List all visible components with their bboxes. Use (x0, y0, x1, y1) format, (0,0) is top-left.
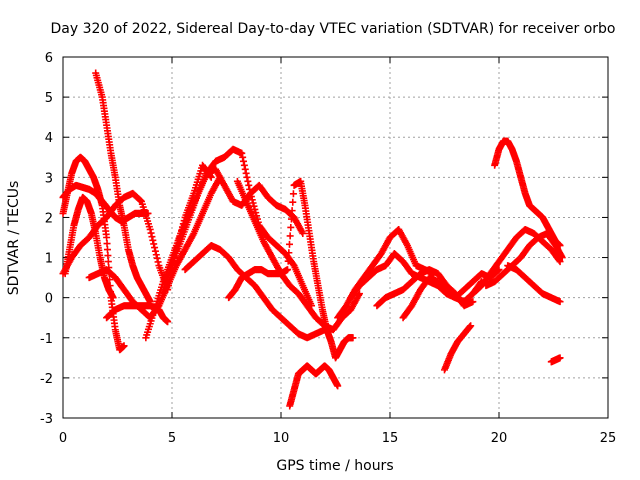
data-point (284, 257, 292, 265)
data-point (249, 199, 257, 207)
data-point (148, 233, 156, 241)
data-point (240, 161, 248, 169)
chart-title: Day 320 of 2022, Sidereal Day-to-day VTE… (51, 21, 616, 37)
y-tick-label: 5 (45, 91, 53, 106)
data-point (495, 266, 503, 274)
data-point (245, 181, 253, 189)
data-point (152, 251, 160, 259)
data-point (109, 294, 117, 302)
data-points (59, 69, 566, 410)
data-point (243, 173, 251, 181)
series-s23 (504, 262, 564, 306)
series-s17 (373, 266, 477, 310)
data-point (556, 258, 564, 266)
series-s22 (482, 229, 566, 290)
series-s10 (181, 242, 329, 342)
plot-frame (62, 56, 609, 419)
data-point (153, 254, 161, 262)
y-tick-label: 2 (45, 211, 53, 226)
data-point (556, 354, 564, 362)
data-point (558, 254, 566, 262)
data-point (289, 190, 297, 198)
data-point (147, 229, 155, 237)
data-point (246, 189, 254, 197)
series-s9 (159, 145, 316, 310)
data-point (151, 247, 159, 255)
x-tick-label: 25 (600, 431, 617, 446)
data-point (288, 207, 296, 215)
data-point (239, 153, 247, 161)
data-point (154, 258, 162, 266)
data-point (467, 322, 475, 330)
data-point (299, 229, 307, 237)
data-point (289, 198, 297, 206)
data-point (287, 223, 295, 231)
y-tick-label: 1 (45, 252, 53, 267)
gridlines (63, 57, 608, 418)
data-point (242, 169, 250, 177)
data-point (334, 382, 342, 390)
data-point (240, 157, 248, 165)
x-axis-label: GPS time / hours (276, 458, 393, 474)
series-s13 (297, 177, 357, 362)
series-s3 (59, 161, 215, 294)
series-s4 (59, 181, 152, 225)
data-point (248, 196, 256, 204)
data-point (151, 244, 159, 252)
data-point (207, 173, 215, 181)
x-tick-label: 0 (59, 431, 67, 446)
y-tick-label: -2 (40, 372, 53, 387)
data-point (150, 240, 158, 248)
data-point (250, 202, 258, 210)
data-point (103, 240, 111, 248)
x-tick-label: 10 (273, 431, 290, 446)
data-point (149, 236, 157, 244)
y-tick-label: 3 (45, 171, 53, 186)
data-point (247, 193, 255, 201)
y-tick-label: 6 (45, 51, 53, 66)
y-axis-label: SDTVAR / TECUs (6, 181, 22, 296)
data-point (287, 215, 295, 223)
data-point (164, 318, 172, 326)
data-point (103, 234, 111, 241)
data-point (104, 258, 112, 266)
data-point (144, 209, 152, 217)
data-point (556, 298, 564, 306)
data-point (120, 342, 128, 350)
data-point (238, 149, 246, 157)
data-point (244, 177, 252, 185)
x-tick-label: 15 (382, 431, 399, 446)
x-tick-labels: 0 5 10 15 20 25 (59, 431, 616, 446)
y-tick-label: 0 (45, 292, 53, 307)
data-point (349, 334, 357, 342)
y-tick-labels: 6 5 4 3 2 1 0 -1 -2 -3 (40, 51, 53, 427)
data-point (246, 185, 254, 193)
data-point (284, 266, 292, 274)
data-point (104, 252, 112, 260)
x-tick-label: 20 (491, 431, 508, 446)
data-point (103, 246, 111, 254)
data-point (285, 249, 293, 257)
axis-ticks (62, 56, 609, 419)
data-point (241, 165, 249, 173)
data-point (146, 225, 154, 233)
series-s14 (286, 362, 342, 410)
y-tick-label: -3 (40, 412, 53, 427)
data-point (355, 290, 363, 298)
data-point (286, 240, 294, 248)
y-tick-label: -1 (40, 332, 53, 347)
data-point (469, 298, 477, 306)
series-s7 (103, 302, 172, 326)
y-tick-label: 4 (45, 131, 53, 146)
data-point (137, 197, 145, 205)
x-tick-label: 5 (168, 431, 176, 446)
data-point (286, 232, 294, 240)
series-s24 (547, 354, 564, 366)
series-s19 (441, 322, 475, 374)
